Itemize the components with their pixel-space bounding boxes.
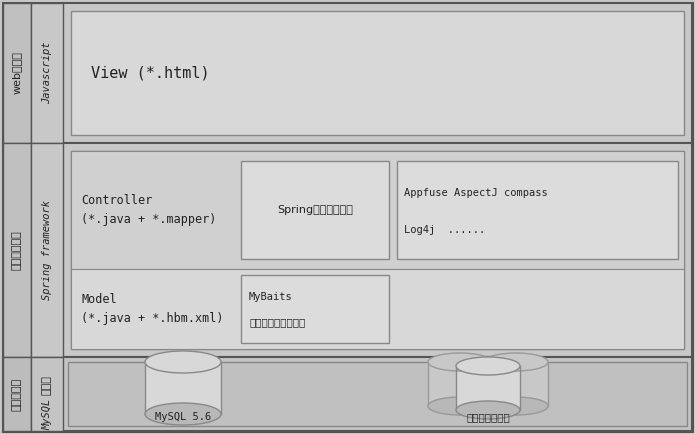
Ellipse shape xyxy=(145,351,221,373)
Text: 其他对接数据库: 其他对接数据库 xyxy=(466,412,510,422)
Bar xyxy=(3,143,31,357)
Ellipse shape xyxy=(456,401,520,419)
Text: 持久层数据: 持久层数据 xyxy=(12,378,22,411)
Text: Controller
(*.java + *.mapper): Controller (*.java + *.mapper) xyxy=(81,194,216,226)
Text: MySQL 5.6: MySQL 5.6 xyxy=(155,412,211,422)
Bar xyxy=(31,143,63,357)
Ellipse shape xyxy=(456,357,520,375)
Text: MyBaits: MyBaits xyxy=(249,292,293,302)
Bar xyxy=(397,161,678,259)
Text: View (*.html): View (*.html) xyxy=(91,66,210,80)
Ellipse shape xyxy=(484,397,548,415)
Bar xyxy=(31,357,63,431)
Text: MySQL: MySQL xyxy=(42,399,52,431)
Text: 数据库: 数据库 xyxy=(42,375,52,395)
Bar xyxy=(71,151,684,269)
Bar xyxy=(71,269,684,349)
Text: web浏览器: web浏览器 xyxy=(12,52,22,95)
Bar xyxy=(68,362,687,426)
Bar xyxy=(71,11,684,135)
Ellipse shape xyxy=(484,353,548,371)
Bar xyxy=(31,3,63,143)
Text: Appfuse AspectJ compass: Appfuse AspectJ compass xyxy=(404,188,548,198)
Bar xyxy=(3,357,31,431)
Text: Javascript: Javascript xyxy=(42,42,52,104)
Text: 服务器端应用: 服务器端应用 xyxy=(12,230,22,270)
Text: 负责持久层数据支持: 负责持久层数据支持 xyxy=(249,318,305,328)
Bar xyxy=(241,275,389,343)
Bar xyxy=(3,3,31,143)
Bar xyxy=(3,3,692,143)
Text: Spring framework: Spring framework xyxy=(42,200,52,300)
Bar xyxy=(241,161,389,259)
Ellipse shape xyxy=(145,403,221,425)
Bar xyxy=(484,362,548,406)
Ellipse shape xyxy=(428,353,492,371)
Bar xyxy=(71,151,684,349)
Ellipse shape xyxy=(428,397,492,415)
Text: Spring控制业务流转: Spring控制业务流转 xyxy=(277,205,353,215)
Bar xyxy=(3,143,692,357)
Text: Model
(*.java + *.hbm.xml): Model (*.java + *.hbm.xml) xyxy=(81,293,224,325)
Bar xyxy=(428,362,492,406)
Text: Log4j  ......: Log4j ...... xyxy=(404,225,485,235)
Bar xyxy=(456,366,520,410)
Bar xyxy=(145,362,221,414)
Bar xyxy=(3,357,692,431)
